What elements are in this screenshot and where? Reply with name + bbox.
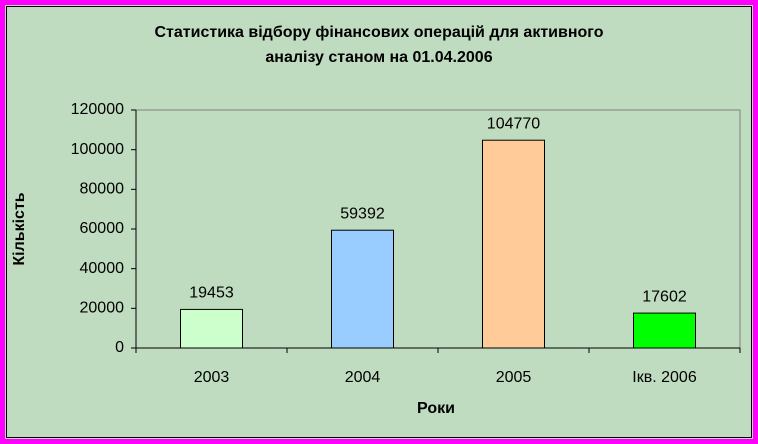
y-tick-label: 100000 — [71, 141, 124, 158]
y-tick-label: 40000 — [80, 260, 125, 277]
chart-title: Статистика відбору фінансових операцій д… — [155, 24, 604, 41]
value-label: 59392 — [340, 205, 385, 222]
chart-title: аналізу станом на 01.04.2006 — [265, 49, 492, 66]
x-tick-label: 2004 — [345, 369, 381, 386]
y-axis-title: Кількість — [11, 192, 28, 265]
value-label: 19453 — [189, 285, 234, 302]
chart-frame — [6, 6, 752, 438]
x-axis-title: Роки — [417, 400, 455, 417]
y-tick-label: 80000 — [80, 181, 125, 198]
bar — [180, 308, 243, 349]
x-tick-label: 2003 — [194, 369, 230, 386]
x-tick-label: 2005 — [496, 369, 532, 386]
y-tick-label: 60000 — [80, 220, 125, 237]
y-tick-label: 0 — [115, 339, 124, 356]
plot-area — [135, 109, 741, 349]
value-label: 17602 — [642, 288, 687, 305]
x-tick-label: Iкв. 2006 — [632, 369, 697, 386]
bar — [331, 229, 394, 349]
value-label: 104770 — [487, 115, 540, 132]
y-tick-label: 120000 — [71, 101, 124, 118]
y-tick-label: 20000 — [80, 300, 125, 317]
bar — [482, 139, 545, 349]
bar — [633, 312, 696, 349]
